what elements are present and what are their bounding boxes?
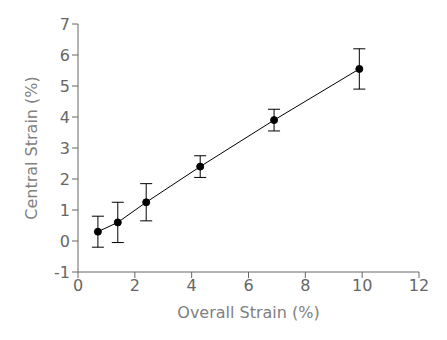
- svg-text:6: 6: [243, 276, 253, 295]
- svg-text:0: 0: [73, 276, 83, 295]
- svg-text:2: 2: [60, 170, 70, 189]
- svg-text:4: 4: [187, 276, 197, 295]
- svg-text:7: 7: [60, 15, 70, 34]
- svg-text:8: 8: [300, 276, 310, 295]
- svg-text:Central Strain (%): Central Strain (%): [22, 76, 41, 220]
- svg-text:3: 3: [60, 139, 70, 158]
- svg-text:4: 4: [60, 108, 70, 127]
- svg-text:2: 2: [130, 276, 140, 295]
- svg-text:6: 6: [60, 46, 70, 65]
- svg-text:12: 12: [409, 276, 429, 295]
- svg-text:-1: -1: [54, 263, 70, 282]
- svg-text:0: 0: [60, 232, 70, 251]
- svg-text:5: 5: [60, 77, 70, 96]
- svg-text:10: 10: [352, 276, 372, 295]
- svg-text:Overall Strain (%): Overall Strain (%): [177, 303, 319, 322]
- svg-text:1: 1: [60, 201, 70, 220]
